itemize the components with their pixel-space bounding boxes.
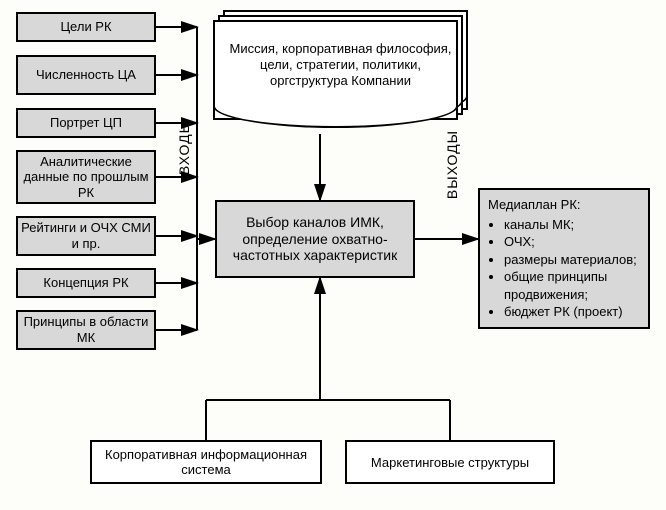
output-item: размеры материалов; (504, 251, 640, 269)
input-box: Рейтинги и ОЧХ СМИ и пр. (16, 216, 156, 256)
output-item: общие принципы продвижения; (504, 268, 640, 303)
input-box: Концепция РК (16, 268, 156, 298)
input-label: Рейтинги и ОЧХ СМИ и пр. (20, 220, 152, 251)
center-label: Выбор каналов ИМК, определение охватно-ч… (223, 214, 407, 264)
bottom-box-cis: Корпоративная информационная система (90, 440, 322, 484)
mission-text: Миссия, корпоративная философия, цели, с… (221, 18, 460, 112)
input-box: Цели РК (16, 12, 156, 42)
inputs-vertical-label: ВХОДЫ (176, 120, 192, 175)
bottom-box-marketing: Маркетинговые структуры (345, 440, 555, 484)
mission-doc-stack: Миссия, корпоративная философия, цели, с… (213, 10, 468, 120)
output-list: каналы МК; ОЧХ; размеры материалов; общи… (488, 216, 640, 321)
output-title: Медиаплан РК: (488, 196, 640, 214)
bottom-label: Маркетинговые структуры (371, 455, 529, 470)
input-box: Численность ЦА (16, 55, 156, 95)
input-label: Численность ЦА (36, 67, 136, 83)
input-label: Концепция РК (43, 275, 128, 291)
input-label: Аналитические данные по прошлым РК (20, 154, 152, 201)
output-item: ОЧХ; (504, 233, 640, 251)
input-box: Принципы в области МК (16, 310, 156, 350)
output-mediaplan: Медиаплан РК: каналы МК; ОЧХ; размеры ма… (478, 188, 650, 329)
input-label: Цели РК (60, 19, 111, 35)
input-box: Аналитические данные по прошлым РК (16, 150, 156, 204)
bottom-label: Корпоративная информационная система (96, 447, 316, 477)
center-process: Выбор каналов ИМК, определение охватно-ч… (215, 200, 415, 278)
output-item: бюджет РК (проект) (504, 303, 640, 321)
outputs-vertical-label: ВЫХОДЫ (444, 130, 460, 199)
input-box: Портрет ЦП (16, 108, 156, 138)
output-item: каналы МК; (504, 216, 640, 234)
input-label: Принципы в области МК (20, 314, 152, 345)
input-label: Портрет ЦП (50, 115, 122, 131)
